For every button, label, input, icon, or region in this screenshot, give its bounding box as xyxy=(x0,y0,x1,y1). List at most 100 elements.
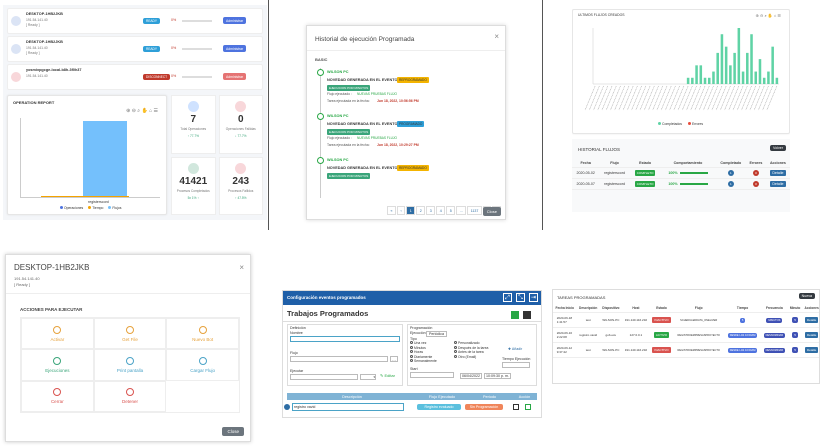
flows-panel: ULTIMOS FLUJOS CREADOS ⊕ ⊖ ⌕ ✋ ⌂ ☰ Compl… xyxy=(572,9,790,212)
config-header-text: Configuración eventos programados xyxy=(287,295,366,300)
type-option[interactable]: Antes de la tarea xyxy=(454,350,488,355)
type-option[interactable]: Minutos xyxy=(410,345,437,351)
action-label: Detener xyxy=(121,399,138,405)
row-info-icon[interactable] xyxy=(284,404,290,410)
flow-select[interactable] xyxy=(290,356,388,362)
scheduled-tasks-panel: TAREAS PROGRAMADAS Nueva Fecha Inicio Des… xyxy=(552,289,820,384)
name-input[interactable] xyxy=(290,336,400,342)
new-task-button[interactable]: Nueva xyxy=(798,293,815,299)
device-close-icon[interactable]: × xyxy=(239,263,244,272)
chart-bar xyxy=(707,77,711,84)
edit-button[interactable]: ✎ Editar xyxy=(380,373,395,378)
manage-button[interactable]: Administrar xyxy=(223,73,247,80)
device-row[interactable]: DESKTOP-1HB2JKB 191.54.141.40[ Ready ] REA… xyxy=(7,8,263,34)
radio-icon[interactable] xyxy=(454,341,457,344)
start-time[interactable]: 10:09:30 p. m. xyxy=(484,373,511,379)
type-option[interactable]: Una vez xyxy=(410,341,437,346)
exec-select[interactable] xyxy=(290,374,358,380)
start-date[interactable]: 06/04/2022 xyxy=(460,373,482,379)
legend-dot xyxy=(60,206,63,209)
radio-icon[interactable] xyxy=(410,350,413,354)
page-link[interactable]: 5 xyxy=(446,206,456,215)
type-option[interactable]: Horas xyxy=(410,350,437,355)
row-detail-button[interactable]: Detalle xyxy=(804,317,819,323)
close-button[interactable]: Close xyxy=(222,427,244,436)
option-label: Antes de la tarea xyxy=(458,350,484,355)
action-nuevo-bot[interactable]: Nuevo Bot xyxy=(166,318,239,350)
action-print-pantalla[interactable]: Print pantalla xyxy=(93,349,167,381)
page-link[interactable]: 2 xyxy=(416,206,426,215)
exec-type-select[interactable]: Periódica xyxy=(426,330,447,337)
exit-icon[interactable]: ⇥ xyxy=(529,293,538,302)
type-option[interactable]: Diariamente xyxy=(410,354,437,360)
row-detail-button[interactable]: Detalle xyxy=(770,181,786,187)
exec-dropdown[interactable]: ▾ xyxy=(360,374,376,380)
type-option[interactable]: Personalizado xyxy=(454,341,488,346)
row-state: INACTIVO xyxy=(652,317,671,323)
start-select[interactable] xyxy=(410,372,454,378)
tick-label xyxy=(753,85,765,111)
save-icon[interactable] xyxy=(511,311,519,319)
page-link[interactable]: « xyxy=(387,206,396,215)
radio-icon[interactable] xyxy=(454,345,457,349)
add-button[interactable]: ✚ Añadir xyxy=(508,347,523,351)
row-description[interactable]: registro vavid xyxy=(292,403,404,411)
radio-icon[interactable] xyxy=(410,354,413,358)
row-detail-button[interactable]: Detalle xyxy=(804,347,819,353)
device-row[interactable]: DESKTOP-1HB2JKB 191.54.141.40[ Ready ] REA… xyxy=(7,36,263,62)
row-detail-button[interactable]: Detalle xyxy=(804,332,819,338)
page-link[interactable]: ... xyxy=(456,206,467,215)
radio-icon[interactable] xyxy=(454,354,457,358)
action-cargar-flujo[interactable]: Cargar Flujo xyxy=(166,349,239,381)
jobs-table-row[interactable]: registro vavid Registro evaluado Sin Pro… xyxy=(283,403,541,413)
action-ejecuciones[interactable]: Ejecuciones xyxy=(21,349,94,381)
header-icons[interactable]: ⤢ ⤡ ⇥ xyxy=(503,293,538,302)
modal-close-icon[interactable]: × xyxy=(494,32,499,41)
page-link[interactable]: ‹ xyxy=(397,206,406,215)
page-link[interactable]: 3 xyxy=(426,206,436,215)
row-time: DESDE LAS 10:00AM xyxy=(727,333,758,338)
expand-icon[interactable]: ⤡ xyxy=(516,293,525,302)
row-flow: REGISTROEMPRESASPROYECTO xyxy=(677,334,720,337)
chart-toolbar[interactable]: ⊕ ⊖ ⌕ ✋ ⌂ ☰ xyxy=(755,13,781,18)
tick-label xyxy=(597,85,609,111)
back-button[interactable]: Volver xyxy=(770,145,786,151)
delete-icon[interactable] xyxy=(523,311,531,319)
close-button[interactable]: Close xyxy=(482,207,501,216)
page-link[interactable]: 4 xyxy=(436,206,446,215)
row-flow[interactable]: Registro evaluado xyxy=(417,403,461,410)
device-row[interactable]: yosmixpgcge-local-b8h-3f0h37 191.54.141.4… xyxy=(7,64,263,90)
row-edit-icon[interactable] xyxy=(525,404,531,410)
manage-button[interactable]: Administrar xyxy=(223,45,247,52)
type-option[interactable]: Semanalmente xyxy=(410,359,437,364)
page-link[interactable]: 1137 xyxy=(467,206,482,215)
type-option[interactable]: Después de la tarea xyxy=(454,345,488,351)
action-activar[interactable]: Activar xyxy=(21,318,94,350)
report-baseline xyxy=(41,196,129,197)
chart-toolbar[interactable]: ⊕ ⊖ ⌕ ✋ ⌂ ☰ xyxy=(126,108,158,114)
action-detener[interactable]: Detener xyxy=(93,380,167,412)
radio-icon[interactable] xyxy=(410,345,413,349)
export-icon[interactable]: ⤢ xyxy=(503,293,512,302)
radio-icon[interactable] xyxy=(454,350,457,354)
flow-search-button[interactable]: … xyxy=(390,356,398,362)
manage-button[interactable]: Administrar xyxy=(223,17,247,24)
stat-card: 243 Procesos Fallidos ↑ 47.5% xyxy=(218,156,263,215)
option-label: Semanalmente xyxy=(414,359,437,364)
action-cerrar[interactable]: Cerrar xyxy=(21,380,94,412)
start-label: Start xyxy=(410,367,418,371)
tick-label xyxy=(682,85,693,111)
row-detail-button[interactable]: Detalle xyxy=(770,170,786,176)
report-legend: Operaciones Tiempo Flujos xyxy=(60,206,121,210)
entry-tag: REPROGRAMADO xyxy=(397,165,429,171)
radio-icon[interactable] xyxy=(410,341,413,344)
progress-bar xyxy=(182,20,212,22)
row-copy-icon[interactable] xyxy=(513,404,519,410)
action-get-file[interactable]: Get File xyxy=(93,318,167,350)
tick-label xyxy=(724,85,735,111)
radio-icon[interactable] xyxy=(410,359,413,363)
tiempo-input[interactable] xyxy=(502,362,530,368)
page-link[interactable]: 1 xyxy=(406,206,416,215)
type-option[interactable]: Otro (Email) xyxy=(454,354,488,360)
row-period[interactable]: Sin Programación xyxy=(465,403,503,410)
